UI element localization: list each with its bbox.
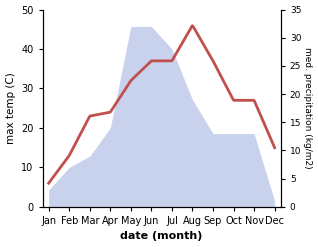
X-axis label: date (month): date (month) — [121, 231, 203, 242]
Y-axis label: med. precipitation (kg/m2): med. precipitation (kg/m2) — [303, 47, 313, 169]
Y-axis label: max temp (C): max temp (C) — [5, 72, 16, 144]
